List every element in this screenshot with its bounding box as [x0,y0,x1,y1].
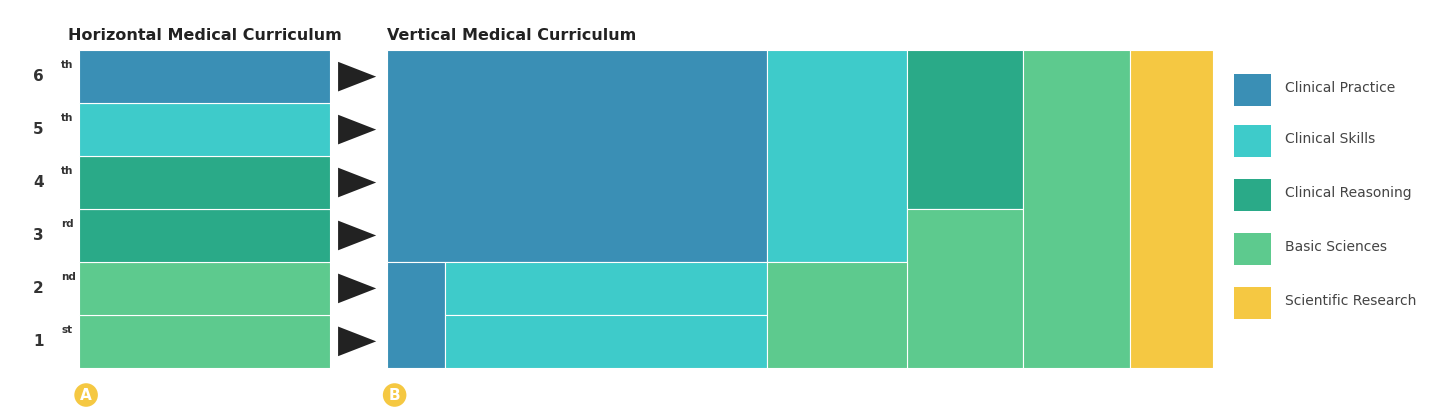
Bar [79,103,330,156]
Text: Scientific Research: Scientific Research [1284,294,1416,308]
Bar [907,209,1023,368]
Bar [387,50,768,262]
Polygon shape [339,115,376,144]
Text: 3: 3 [33,228,43,243]
Text: A: A [80,387,92,403]
Text: th: th [62,60,73,70]
Text: 6: 6 [33,69,43,84]
Bar [1234,287,1271,319]
Text: Vertical Medical Curriculum: Vertical Medical Curriculum [387,28,637,43]
Text: 2: 2 [33,281,43,296]
Bar [1234,179,1271,211]
Text: nd: nd [62,272,76,282]
Bar [1234,74,1271,106]
Bar [768,262,907,368]
Text: rd: rd [62,219,75,229]
Text: Clinical Skills: Clinical Skills [1284,132,1375,146]
Bar [445,262,768,315]
Bar [79,50,330,103]
Text: 5: 5 [33,122,43,137]
Bar [1234,125,1271,157]
Text: th: th [62,113,73,123]
Text: 1: 1 [33,334,43,349]
Bar [387,262,445,368]
Text: 4: 4 [33,175,43,190]
Text: th: th [62,166,73,176]
Bar [1131,50,1213,368]
Bar [768,50,907,262]
Text: B: B [389,387,400,403]
Polygon shape [339,221,376,250]
Bar [445,315,768,368]
Title: Horizontal Medical Curriculum: Horizontal Medical Curriculum [67,28,342,43]
Polygon shape [339,168,376,197]
Bar [1023,50,1131,368]
Polygon shape [339,274,376,303]
Polygon shape [339,62,376,92]
Bar [79,315,330,368]
Bar [79,209,330,262]
Text: Clinical Practice: Clinical Practice [1284,81,1395,95]
Bar [79,262,330,315]
Text: Clinical Reasoning: Clinical Reasoning [1284,186,1412,200]
Bar [907,50,1023,209]
Bar [79,156,330,209]
Polygon shape [339,326,376,356]
Text: Basic Sciences: Basic Sciences [1284,240,1386,254]
Bar [1234,233,1271,265]
Text: st: st [62,325,73,335]
